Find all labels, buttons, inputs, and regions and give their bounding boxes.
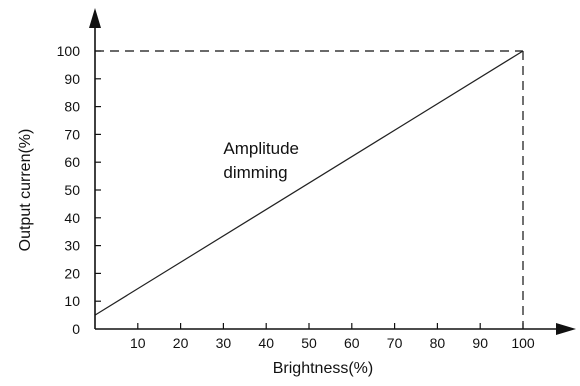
- x-tick-label: 30: [216, 335, 232, 351]
- y-tick-label: 20: [64, 265, 80, 281]
- y-tick-label: 10: [64, 293, 80, 309]
- y-tick-label: 0: [72, 321, 80, 337]
- y-tick-label: 60: [64, 154, 80, 170]
- annotation-line: Amplitude: [223, 139, 299, 158]
- x-axis-arrow: [556, 323, 576, 335]
- annotation-line: dimming: [223, 163, 287, 182]
- y-tick-label: 80: [64, 99, 80, 115]
- reference-lines: [95, 50, 524, 329]
- y-tick-label: 100: [57, 43, 81, 59]
- series-group: [94, 50, 524, 316]
- x-tick-label: 70: [387, 335, 403, 351]
- series-line: [94, 50, 524, 316]
- x-tick-label: 90: [472, 335, 488, 351]
- y-axis-title: Output curren(%): [17, 129, 34, 252]
- annotation-text: Amplitude dimming: [223, 139, 299, 182]
- tick-labels: 10 20 30 40 50 60 70 80 90 100 0 10 20 30 40 50 60 70 80 90…: [57, 43, 535, 351]
- x-axis-title: Brightness(%): [273, 360, 373, 377]
- y-tick-label: 70: [64, 126, 80, 142]
- annotations: Amplitude dimming: [223, 139, 299, 182]
- x-tick-label: 40: [258, 335, 274, 351]
- y-tick-label: 40: [64, 210, 80, 226]
- axes-group: [89, 8, 576, 335]
- x-tick-label: 20: [173, 335, 189, 351]
- x-tick-label: 10: [130, 335, 146, 351]
- x-tick-label: 80: [430, 335, 446, 351]
- x-tick-label: 50: [301, 335, 317, 351]
- y-axis-arrow: [89, 8, 101, 28]
- y-tick-label: 50: [64, 182, 80, 198]
- x-tick-label: 100: [511, 335, 535, 351]
- y-tick-label: 30: [64, 238, 80, 254]
- y-tick-label: 90: [64, 71, 80, 87]
- x-tick-label: 60: [344, 335, 360, 351]
